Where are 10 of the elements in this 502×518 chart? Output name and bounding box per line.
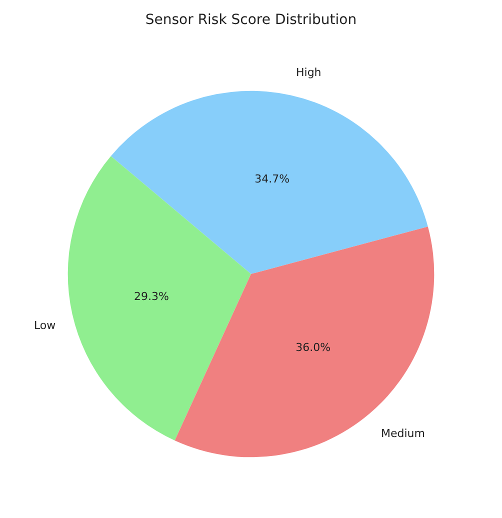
slice-label: Medium <box>381 427 425 440</box>
pie-slice <box>68 156 251 441</box>
data-label: 29.3% <box>134 290 169 303</box>
slice-label: Low <box>34 319 56 332</box>
slice-label: High <box>296 66 322 79</box>
data-label: 34.7% <box>254 172 290 186</box>
data-label: 36.0% <box>296 340 331 354</box>
pie-slice <box>174 226 434 457</box>
chart-title: Sensor Risk Score Distribution <box>145 12 357 28</box>
pie-slice <box>110 90 428 274</box>
